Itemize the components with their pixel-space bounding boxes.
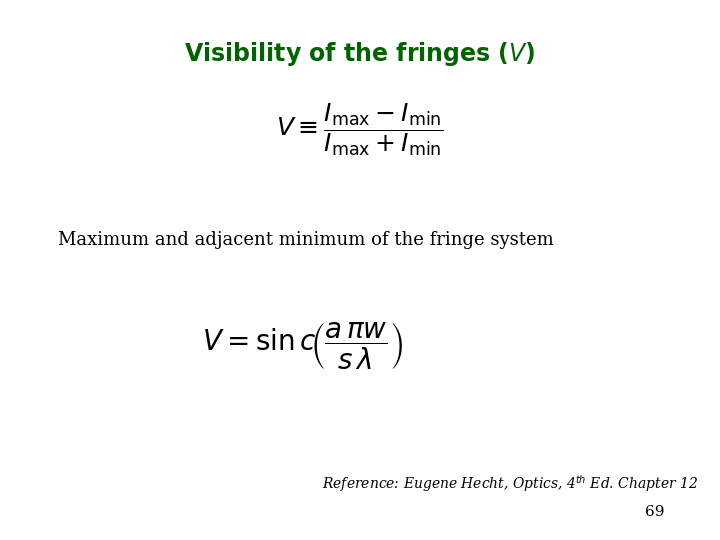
- Text: $V \equiv \dfrac{I_{\mathrm{max}} - I_{\mathrm{min}}}{I_{\mathrm{max}} + I_{\mat: $V \equiv \dfrac{I_{\mathrm{max}} - I_{\…: [276, 102, 444, 158]
- Text: 69: 69: [645, 505, 665, 519]
- Text: Reference: Eugene Hecht, Optics, 4$^{th}$ Ed. Chapter 12: Reference: Eugene Hecht, Optics, 4$^{th}…: [323, 473, 698, 494]
- Text: Visibility of the fringes ($\mathit{V}$): Visibility of the fringes ($\mathit{V}$): [184, 40, 536, 69]
- Text: Maximum and adjacent minimum of the fringe system: Maximum and adjacent minimum of the frin…: [58, 231, 554, 249]
- Text: $V = \sin c\!\left(\dfrac{a\,\pi w}{s\,\lambda}\right)$: $V = \sin c\!\left(\dfrac{a\,\pi w}{s\,\…: [202, 320, 403, 371]
